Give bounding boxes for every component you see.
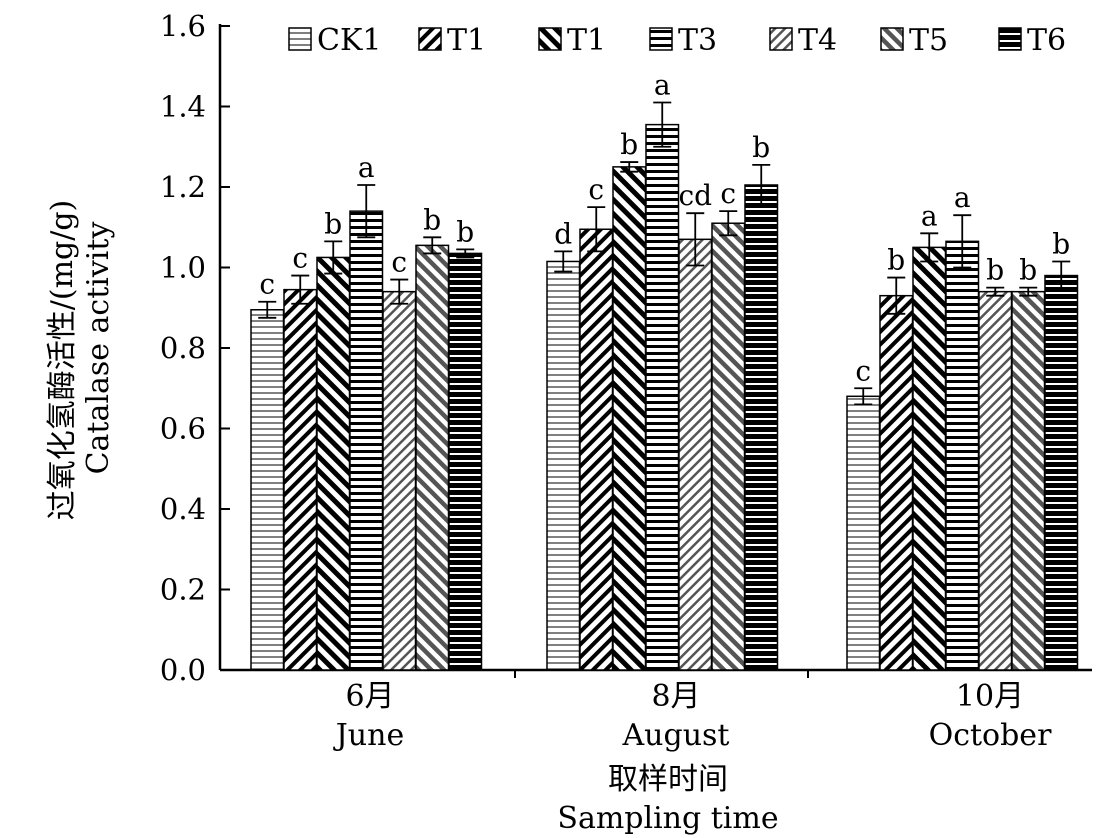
legend: CK1 T1 T1 T3 T4 T5 T6 (288, 23, 1066, 58)
bar-t3-august (645, 123, 680, 671)
plot-area: 0.0 0.2 0.4 0.6 0.8 1.0 1.2 1.4 1.6 6月 June 8月 Augus… (160, 9, 1092, 753)
legend-label-t3: T3 (678, 23, 717, 58)
bar-t1-june (316, 256, 351, 671)
x-tick-label-cn: 8月 (651, 679, 700, 714)
bar-t1-august (612, 166, 647, 671)
bar-t6-august (744, 184, 779, 671)
y-tick-label: 0.8 (160, 331, 206, 365)
legend-label-t1: T1 (567, 23, 606, 58)
significance-label: b (1052, 227, 1070, 260)
y-tick-label: 0.2 (160, 573, 206, 607)
significance-label: b (986, 254, 1004, 287)
bar-t6-october (1044, 274, 1079, 671)
x-axis-title-en: Sampling time (557, 801, 778, 836)
legend-swatch-t3 (649, 27, 673, 51)
legend-swatch-t1 (538, 27, 562, 51)
significance-label: c (259, 268, 275, 301)
significance-label: b (423, 203, 441, 236)
legend-swatch-t5 (880, 27, 904, 51)
bar-t5-october (1011, 290, 1046, 671)
legend-swatch-ck1 (288, 27, 312, 51)
y-tick-label: 1.4 (160, 90, 206, 124)
bar-t4-june (382, 290, 417, 671)
x-tick-label-en: October (929, 718, 1052, 753)
y-tick-label: 1.6 (160, 9, 206, 43)
bar-t1-october (912, 246, 947, 671)
legend-swatch-t6 (998, 27, 1022, 51)
legend-label-t4: T4 (798, 23, 837, 58)
legend-swatch-t1 (418, 27, 442, 51)
legend-label-t1: T1 (447, 23, 486, 58)
significance-label: a (954, 181, 971, 214)
y-axis-title-cn: 过氧化氢酶活性/(mg/g) (45, 200, 80, 520)
significance-label: d (554, 217, 572, 250)
bar-t4-august (678, 238, 713, 671)
x-tick-label-cn: 10月 (956, 679, 1024, 714)
significance-label: c (855, 354, 871, 387)
y-tick-label: 0.6 (160, 412, 206, 446)
bar-t1-june (283, 288, 318, 671)
bar-ck1-june (250, 309, 285, 671)
significance-label: b (752, 131, 770, 164)
significance-label: a (921, 199, 938, 232)
x-tick-label-en: August (622, 718, 730, 753)
significance-label: b (456, 215, 474, 248)
x-tick-label-en: June (333, 718, 404, 753)
significance-label: b (620, 128, 638, 161)
bar-t5-august (711, 222, 746, 671)
significance-label: b (887, 244, 905, 277)
significance-label: cd (678, 179, 712, 212)
legend-label-t6: T6 (1027, 23, 1066, 58)
significance-label: a (654, 68, 671, 101)
significance-label: c (720, 177, 736, 210)
bar-ck1-august (546, 260, 581, 671)
significance-label: a (358, 151, 375, 184)
legend-swatch-t4 (769, 27, 793, 51)
x-tick-label-cn: 6月 (345, 679, 394, 714)
bar-t6-june (448, 252, 483, 671)
bar-t1-october (879, 294, 914, 671)
y-tick-label: 1.2 (160, 170, 206, 204)
y-tick-label: 0.0 (160, 653, 206, 687)
y-axis-title-en: Catalase activity (81, 222, 116, 475)
significance-label: b (1019, 254, 1037, 287)
significance-label: c (588, 173, 604, 206)
legend-label-ck1: CK1 (317, 23, 381, 58)
bar-t5-june (415, 244, 450, 671)
bar-t3-october (945, 240, 980, 671)
bar-t1-august (579, 228, 614, 671)
y-tick-label: 0.4 (160, 492, 206, 526)
bar-ck1-october (846, 395, 881, 671)
legend-label-t5: T5 (909, 23, 948, 58)
y-tick-label: 1.0 (160, 251, 206, 285)
bar-t3-june (349, 210, 384, 671)
significance-label: b (324, 207, 342, 240)
x-axis-title-cn: 取样时间 (608, 762, 728, 797)
bar-t4-october (978, 290, 1013, 671)
significance-label: c (391, 246, 407, 279)
significance-label: c (292, 242, 308, 275)
